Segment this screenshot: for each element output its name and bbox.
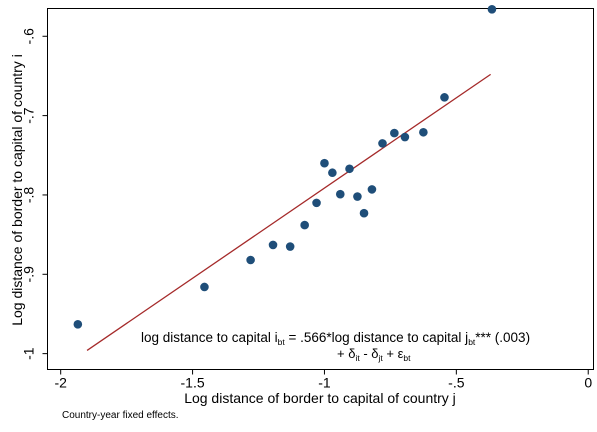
x-tick-label: -.5 [448,375,465,391]
data-point [73,319,83,329]
data-point [390,128,399,138]
data-point [440,93,449,102]
x-tick-label: -2 [54,375,67,391]
data-point [367,185,377,194]
x-tick-label: 0 [584,375,592,391]
annotation-text-1: log distance to capital i [141,330,278,345]
x-tick-label: -1 [318,375,331,391]
annotation-subscript-1: bt [278,337,286,347]
x-tick-label: -1.5 [181,375,205,391]
data-point [419,127,428,137]
data-point [285,242,295,251]
annotation-delta-jt: - δ [360,346,379,361]
annotation-epsilon: + ε [383,346,404,361]
annotation-text-3: *** (.003) [475,330,530,345]
data-points [73,4,497,329]
footnote: Country-year fixed effects. [62,410,179,421]
data-point [345,164,354,174]
y-tick-label: -1 [21,347,37,360]
data-point [359,208,369,218]
data-point [200,282,209,292]
data-point [300,220,309,230]
annotation-subscript-bt: bt [403,353,411,363]
y-axis-title: Log distance of border to capital of cou… [9,54,25,326]
x-axis-title: Log distance of border to capital of cou… [184,390,456,406]
data-point [246,255,255,265]
regression-annotation-line1: log distance to capital ibt = .566*log d… [141,330,530,347]
annotation-subscript-it: it [355,353,360,363]
annotation-text-2: = .566*log distance to capital j [285,330,469,345]
y-tick-label: -.6 [21,28,37,45]
axis-ticks: -2 -1.5 -1 -.5 0 -1 -.9 -.8 -.7 -.6 [21,28,593,391]
annotation-subscript-jt: jt [378,353,384,363]
y-tick-label: -.7 [21,107,37,124]
data-point [312,198,321,208]
data-point [378,139,387,148]
regression-annotation-line2: + δit - δjt + εbt [337,346,411,363]
y-tick-label: -.8 [21,187,37,204]
y-tick-label: -.9 [21,266,37,283]
plot-frame [47,8,594,370]
annotation-subscript-2: bt [468,337,476,347]
data-point [400,132,410,142]
annotation-delta-it: + δ [337,346,355,361]
data-point [320,158,329,168]
data-point [268,240,278,250]
data-point [353,192,362,201]
data-point [335,189,345,199]
fit-line [86,73,491,351]
data-point [487,4,497,14]
data-point [328,168,337,178]
